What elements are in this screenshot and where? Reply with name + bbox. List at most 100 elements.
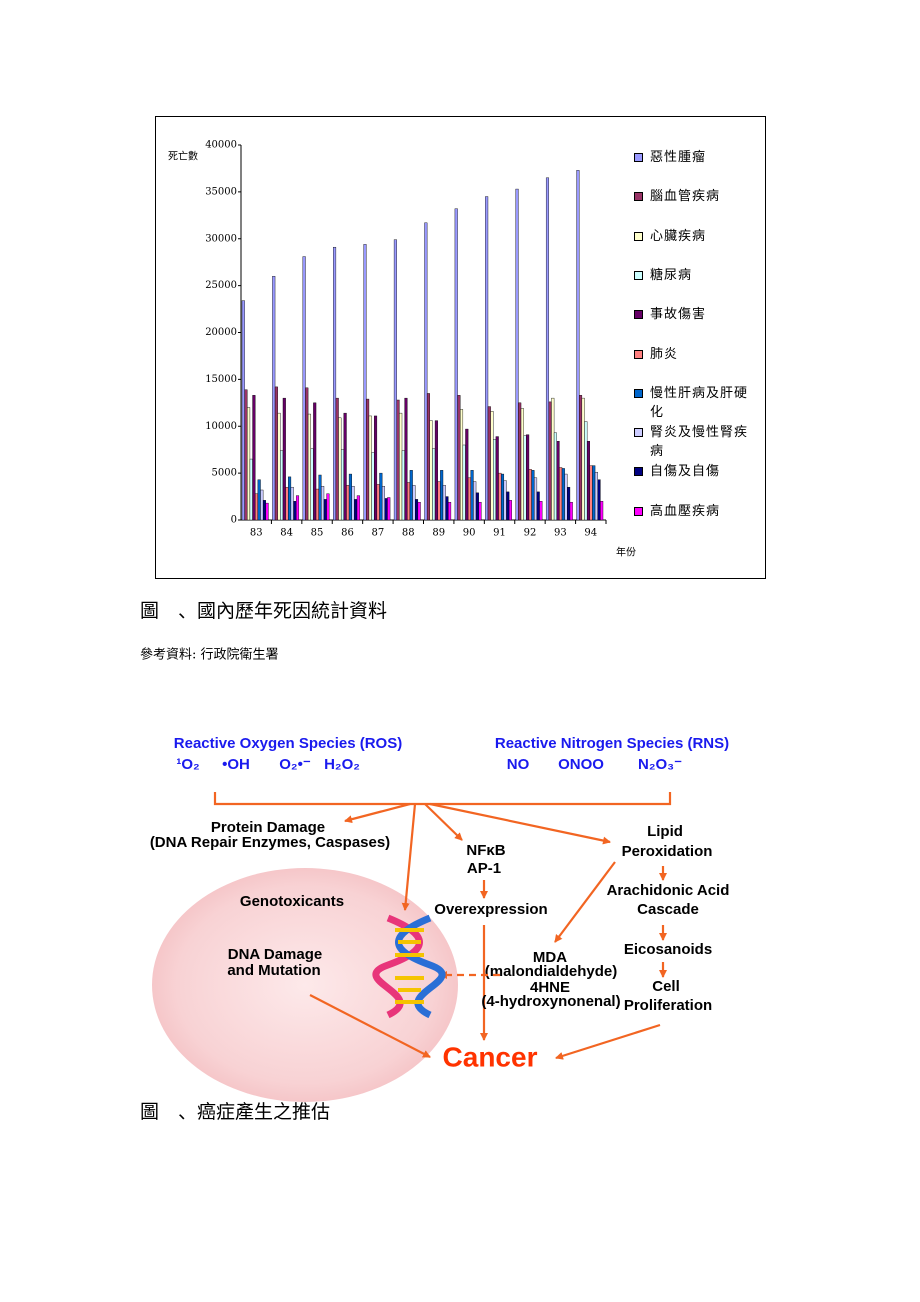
bar [508,500,512,521]
bar [534,477,538,521]
bar [335,397,339,521]
bar [393,239,397,521]
bar [282,397,286,521]
bar [531,470,535,521]
rns-title: Reactive Nitrogen Species (RNS) [495,735,729,752]
label: AP-1 [467,860,501,877]
bar [475,492,479,521]
bar [285,486,289,521]
bar [600,501,604,521]
bar [293,501,297,521]
bar [401,450,405,521]
legend-label: 事故傷害 [650,307,707,323]
bar [366,398,370,521]
bar [569,501,573,521]
bar [597,479,601,521]
bar [493,439,497,521]
bar [272,276,276,521]
bar [445,496,449,521]
arrow [344,802,411,824]
legend-label: 腦血管疾病 [650,189,721,205]
legend-swatch [634,388,643,398]
label: Arachidonic Acid [607,882,730,899]
bar [376,484,380,521]
legend-swatch [634,467,643,477]
bar [290,486,294,521]
bar [313,402,317,521]
species: •OH [222,756,250,773]
label: NFκB [466,842,505,859]
legend-label: 心臟疾病 [650,228,707,244]
label: Eicosanoids [624,941,712,958]
bar [467,477,471,521]
y-tick-label: 15000 [205,374,237,385]
label: Lipid [647,823,683,840]
bar [470,470,474,521]
label: Overexpression [434,901,547,918]
bar [506,491,510,521]
bar [338,417,342,521]
bar [518,402,522,521]
bar [594,471,598,521]
y-axis-label: 死亡數 [168,150,198,163]
bar [277,412,281,521]
bar [478,501,482,521]
legend-label: 惡性腫瘤 [650,150,707,165]
x-tick-label: 89 [432,528,445,539]
bar [434,420,438,521]
bar [424,222,428,521]
label: 4HNE [530,979,570,996]
bar [379,472,383,521]
legend-label: 慢性肝病及肝硬化 [650,385,749,420]
bar [526,434,530,521]
x-tick-label: 94 [584,528,597,539]
label: Peroxidation [622,843,713,860]
label: and Mutation [227,962,320,979]
legend-item: 腦血管疾病 [634,187,752,206]
legend-label: 腎炎及慢性腎疾病 [650,425,749,460]
legend-item: 慢性肝病及肝硬化 [634,384,752,422]
x-tick-label: 93 [554,528,567,539]
bar [567,486,571,521]
bar [462,444,466,521]
arrow [555,1023,661,1060]
y-tick-label: 0 [231,515,237,526]
bar [323,499,327,521]
bar [548,401,552,521]
bar [536,491,540,521]
arrow [424,803,463,841]
legend-swatch [634,270,643,280]
bar [412,485,416,521]
bar [487,406,491,521]
legend-swatch [634,310,643,320]
legend-item: 高血壓疾病 [634,502,752,521]
legend-item: 自傷及自傷 [634,462,752,481]
label: Protein Damage [211,819,325,836]
bar [244,389,248,521]
bar [485,196,489,521]
bar [307,413,311,521]
label: DNA Damage [228,946,322,963]
species: N₂O₃⁻ [638,756,682,773]
bar [274,386,278,521]
bar [576,170,580,521]
legend-swatch [634,428,643,438]
bar [368,415,372,521]
bar [460,409,464,521]
label: Cell [652,978,680,995]
caption: 圖 、癌症產生之推估 [140,1101,330,1123]
bar [241,300,245,521]
legend-item: 肺炎 [634,345,752,364]
bar [247,407,251,521]
legend-item: 糖尿病 [634,266,752,285]
y-tick-label: 5000 [212,468,237,479]
x-tick-label: 85 [311,528,324,539]
bar [528,469,532,521]
bar [318,474,322,521]
x-tick-label: 88 [402,528,415,539]
source: 參考資料: 行政院衛生署 [140,648,279,663]
chart-frame [155,116,766,579]
bar [520,408,524,521]
bar [374,415,378,521]
bar [262,500,266,521]
